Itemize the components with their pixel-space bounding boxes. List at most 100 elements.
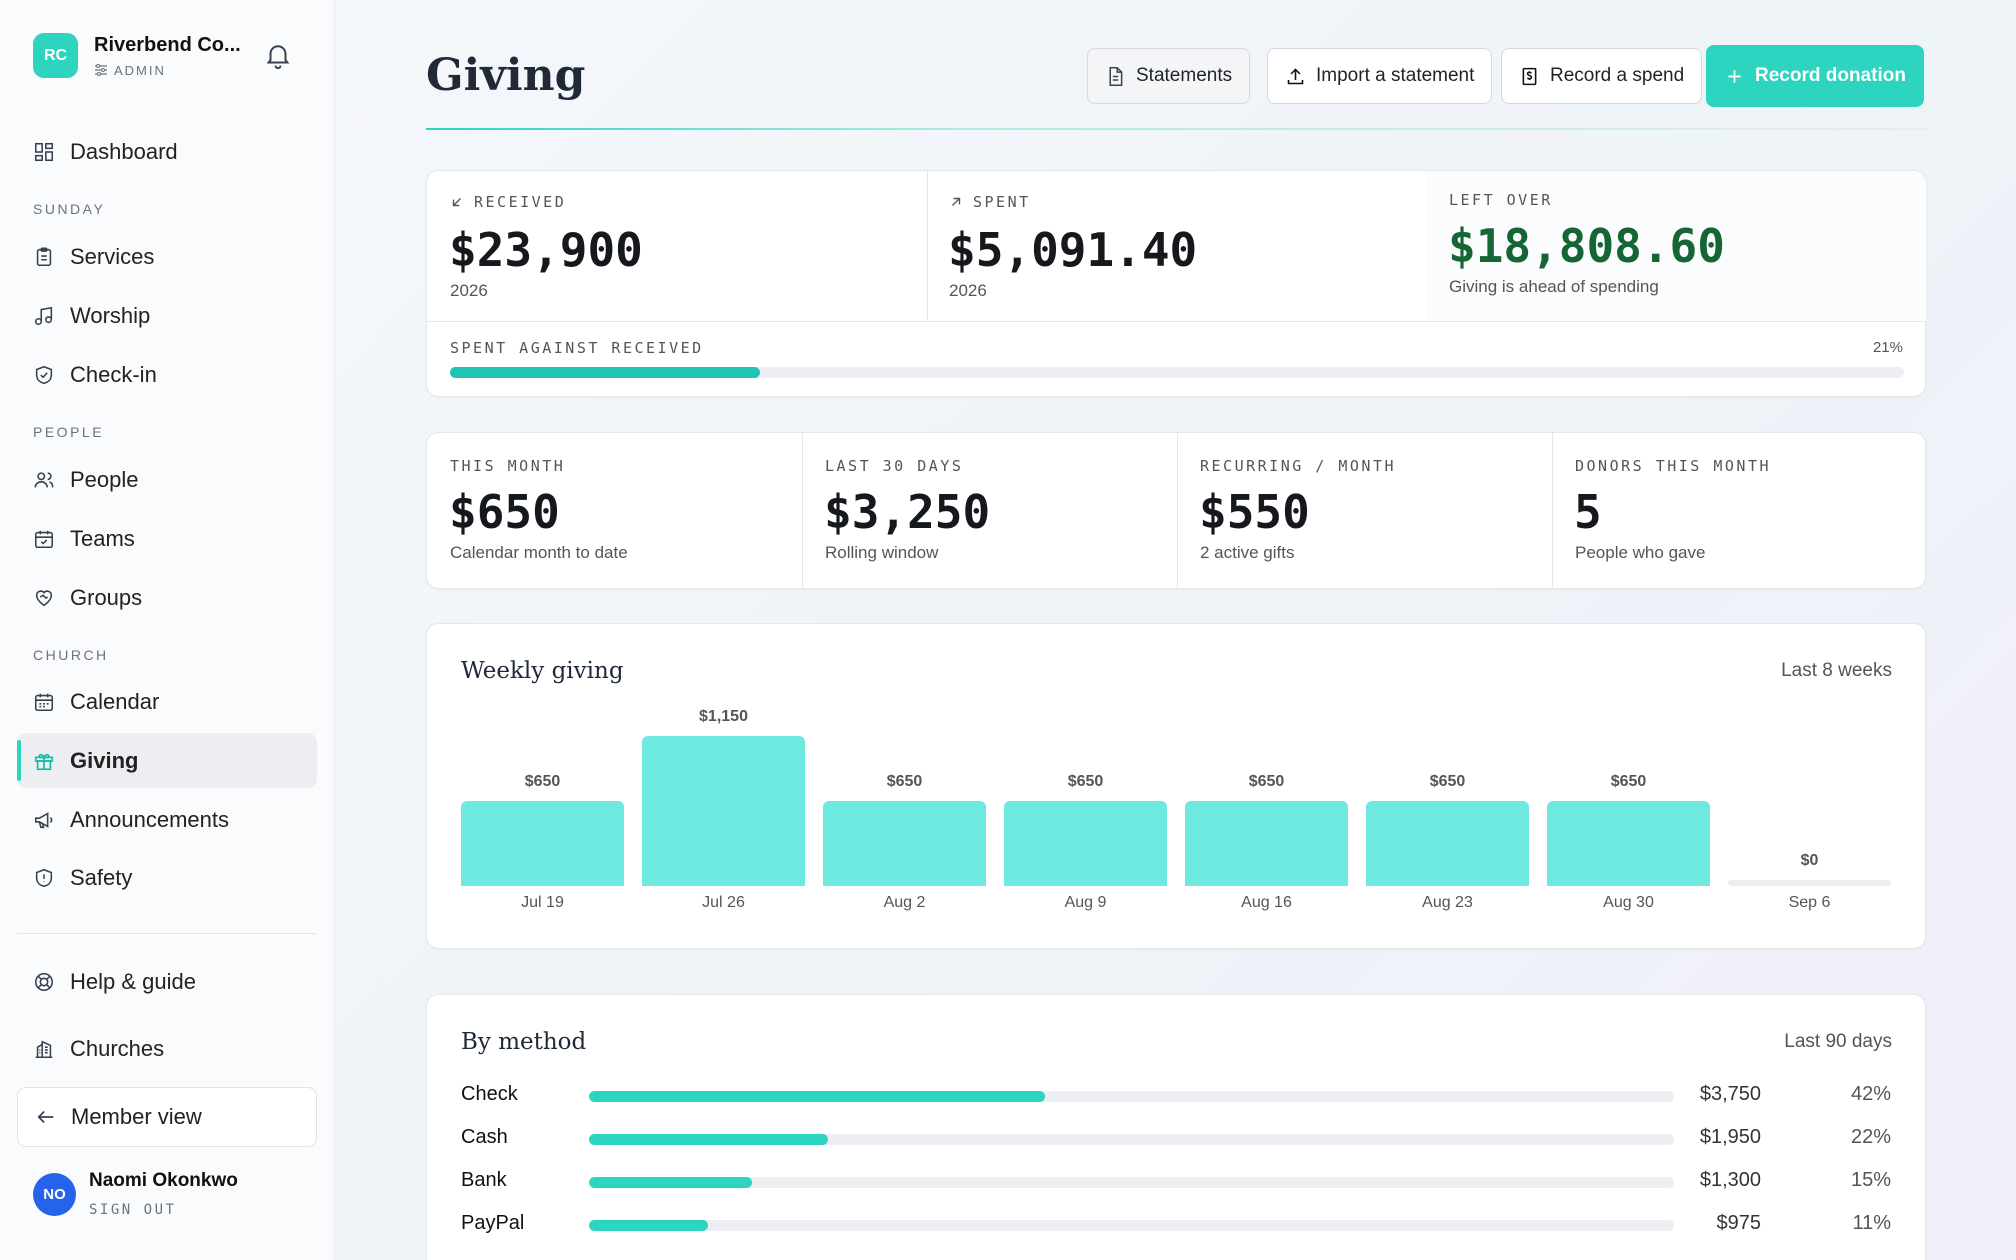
by-method-card: By method Last 90 days Check $3,750 42% Cas… [426, 994, 1926, 1260]
user-name: Naomi Okonkwo [89, 1170, 238, 1191]
shield-alert-icon [35, 868, 53, 887]
chart-bar[interactable] [1185, 801, 1348, 886]
methods-range: Last 90 days [1784, 1031, 1892, 1052]
method-row: Check $3,750 42% [461, 1083, 1891, 1111]
workspace-switcher[interactable]: RC Riverbend Co... ADMIN [33, 33, 241, 78]
import-statement-label: Import a statement [1316, 65, 1475, 86]
calendar-check-icon [34, 530, 54, 548]
method-amount: $1,950 [1699, 1126, 1761, 1148]
bar-value-label: $650 [886, 773, 923, 790]
building-icon [35, 1039, 53, 1058]
chart-bar[interactable] [1366, 801, 1529, 886]
member-view-button[interactable]: Member view [17, 1087, 317, 1147]
nav-services-label: Services [70, 243, 155, 269]
method-row: PayPal $975 11% [461, 1212, 1891, 1240]
nav-worship-label: Worship [70, 302, 151, 328]
nav-giving[interactable]: Giving [17, 733, 317, 788]
chart-bar[interactable] [1547, 801, 1710, 886]
section-sunday: SUNDAY [33, 201, 106, 217]
method-name: Check [461, 1083, 518, 1105]
bar-value-label: $1,150 [699, 708, 748, 725]
stats-card: THIS MONTH $650 Calendar month to date L… [426, 432, 1926, 589]
spent-value: $5,091.40 [948, 223, 1198, 277]
chart-bar[interactable] [461, 801, 624, 886]
file-text-icon [1109, 66, 1123, 86]
lifebuoy-icon [34, 972, 54, 991]
sidebar-divider [17, 933, 317, 934]
method-percent: 22% [1850, 1126, 1891, 1148]
stat-sub: People who gave [1575, 543, 1706, 562]
heart-handshake-icon [35, 589, 53, 606]
workspace-name: Riverbend Co... [94, 33, 241, 56]
stat-sub: Calendar month to date [450, 543, 628, 562]
title-divider [426, 128, 1926, 130]
import-statement-button[interactable]: Import a statement [1267, 48, 1493, 104]
sliders-icon [95, 64, 107, 76]
method-amount: $3,750 [1699, 1083, 1761, 1105]
stat-value: $3,250 [824, 485, 991, 539]
method-amount: $1,300 [1699, 1169, 1761, 1191]
nav-safety-label: Safety [70, 864, 133, 890]
grid-icon [34, 142, 54, 161]
method-bar [589, 1220, 1674, 1231]
shield-check-icon [35, 365, 53, 384]
avatar[interactable]: NO [33, 1172, 76, 1216]
record-donation-button[interactable]: Record donation [1706, 45, 1924, 107]
nav-checkin-label: Check-in [70, 361, 157, 387]
nav-announcements[interactable]: Announcements [17, 792, 317, 847]
sign-out-link[interactable]: SIGN OUT [89, 1202, 177, 1218]
nav-dashboard[interactable]: Dashboard [17, 124, 317, 179]
music-note-icon [34, 306, 53, 325]
nav-safety[interactable]: Safety [17, 850, 317, 905]
nav-checkin[interactable]: Check-in [17, 347, 317, 402]
workspace-role: ADMIN [114, 62, 166, 78]
clipboard-icon [36, 247, 52, 266]
left-over-kpi: LEFT OVER $18,808.60 Giving is ahead of … [1426, 171, 1926, 321]
stat-caption: DONORS THIS MONTH [1575, 457, 1772, 475]
record-donation-label: Record donation [1755, 65, 1906, 86]
users-icon [34, 471, 54, 487]
nav-worship[interactable]: Worship [17, 288, 317, 343]
stat-value: $550 [1199, 485, 1310, 539]
record-spend-button[interactable]: Record a spend [1501, 48, 1703, 104]
nav-giving-label: Giving [70, 747, 139, 773]
page-title: Giving [426, 50, 586, 101]
weekly-giving-card: Weekly giving Last 8 weeks $650 Jul 19 $1,… [426, 623, 1926, 949]
spent-caption: SPENT [973, 193, 1031, 211]
chart-bar[interactable] [823, 801, 986, 886]
x-tick-label: Aug 2 [883, 894, 926, 911]
nav-groups[interactable]: Groups [17, 570, 317, 625]
method-name: PayPal [461, 1212, 525, 1234]
chart-bar[interactable] [1728, 880, 1891, 886]
stat-value: $650 [449, 485, 560, 539]
x-tick-label: Aug 16 [1241, 894, 1292, 911]
nav-calendar[interactable]: Calendar [17, 674, 317, 729]
bell-icon[interactable] [263, 40, 293, 70]
methods-title: By method [461, 1029, 587, 1055]
nav-churches[interactable]: Churches [17, 1021, 317, 1076]
nav-people-label: People [70, 466, 139, 492]
chart-bar[interactable] [1004, 801, 1167, 886]
statements-button[interactable]: Statements [1087, 48, 1251, 104]
nav-services[interactable]: Services [17, 229, 317, 284]
main-content: Giving Statements Import a statement Rec… [336, 0, 2016, 1260]
spent-progress-bar [450, 367, 1904, 378]
sidebar: RC Riverbend Co... ADMIN Dashboard SUNDA… [0, 0, 335, 1260]
nav-teams[interactable]: Teams [17, 511, 317, 566]
method-bar-fill [589, 1091, 1045, 1102]
nav-announcements-label: Announcements [70, 806, 229, 832]
megaphone-icon [34, 811, 53, 828]
receipt-dollar-icon [1522, 67, 1537, 85]
arrow-left-icon [37, 1110, 54, 1124]
stat-this-month: THIS MONTH $650 Calendar month to date [427, 433, 802, 583]
nav-people[interactable]: People [17, 452, 317, 507]
nav-help[interactable]: Help & guide [17, 954, 317, 1009]
x-tick-label: Aug 9 [1064, 894, 1107, 911]
spent-kpi: SPENT $5,091.40 2026 [926, 171, 1426, 321]
received-kpi: RECEIVED $23,900 2026 [427, 171, 927, 321]
bar-value-label: $650 [1067, 773, 1104, 790]
x-tick-label: Aug 30 [1603, 894, 1654, 911]
left-over-value: $18,808.60 [1448, 219, 1725, 273]
left-over-caption: LEFT OVER [1449, 191, 1553, 209]
chart-bar[interactable] [642, 736, 805, 886]
